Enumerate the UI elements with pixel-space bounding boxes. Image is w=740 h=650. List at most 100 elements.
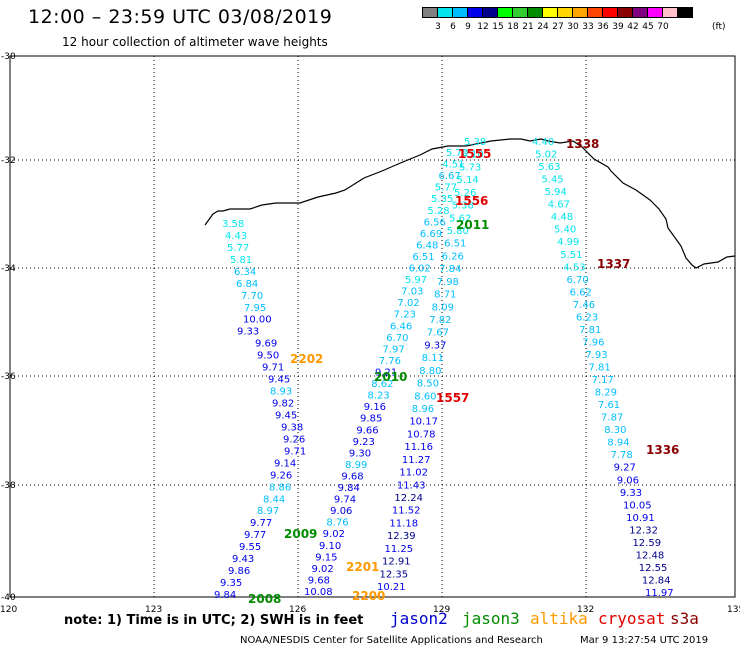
wave-height-value: 9.69	[255, 339, 277, 350]
longitude-labels: 120 123 126 129 132 135	[0, 605, 740, 615]
color-scale-tick: 18	[507, 22, 519, 32]
page-title: 12:00 – 23:59 UTC 03/08/2019	[28, 6, 333, 28]
color-swatch	[557, 7, 573, 18]
wave-height-value: 6.48	[416, 240, 438, 251]
wave-height-value: 8.09	[432, 302, 454, 313]
wave-height-value: 11.27	[402, 455, 431, 466]
wave-height-value: 6.69	[420, 229, 442, 240]
wave-height-value: 9.15	[315, 552, 337, 563]
latitude-label: -40	[1, 593, 16, 603]
longitude-label: 135	[727, 605, 740, 615]
wave-height-value: 11.43	[397, 480, 426, 491]
wave-height-value: 9.71	[262, 363, 284, 374]
color-scale-tick: 39	[612, 22, 624, 32]
wave-height-value: 5.45	[541, 175, 563, 186]
wave-height-value: 7.98	[437, 277, 459, 288]
wave-height-value: 9.77	[244, 530, 266, 541]
wave-height-value: 10.08	[304, 587, 333, 598]
wave-height-value: 5.38	[464, 137, 486, 148]
wave-height-value: 5.73	[459, 162, 481, 173]
wave-height-value: 3.58	[222, 219, 244, 230]
wave-height-value: 6.84	[236, 279, 258, 290]
wave-height-value: 7.23	[394, 310, 416, 321]
wave-height-value: 11.02	[399, 468, 428, 479]
wave-height-value: 5.28	[427, 206, 449, 217]
wave-height-value: 9.82	[272, 399, 294, 410]
wave-height-value: 9.84	[338, 483, 360, 494]
wave-height-value: 6.46	[390, 321, 412, 332]
wave-height-value: 4.48	[551, 212, 573, 223]
satellite-legend-item: jason2	[390, 609, 448, 628]
wave-height-value: 9.86	[228, 566, 250, 577]
wave-height-value: 4.99	[557, 237, 579, 248]
pass-labels: 1555 1556 1557 1338 1337 1336 2011 2010 2009 2008…	[248, 137, 679, 606]
wave-height-value: 7.93	[585, 350, 607, 361]
wave-height-value: 9.33	[620, 488, 642, 499]
wave-height-value: 10.17	[409, 417, 438, 428]
pass-label: 1336	[646, 443, 679, 457]
wave-height-value: 7.02	[397, 298, 419, 309]
color-scale-tick: 24	[537, 22, 549, 32]
wave-height-value: 12.55	[639, 563, 668, 574]
wave-height-value: 8.50	[417, 379, 439, 390]
wave-height-value: 8.44	[263, 494, 285, 505]
wave-height-value: 8.96	[412, 404, 434, 415]
generated-timestamp: Mar 9 13:27:54 UTC 2019	[580, 635, 709, 646]
pass-label: 2010	[374, 370, 407, 384]
longitude-label: 126	[289, 605, 306, 615]
wave-height-value: 5.63	[538, 162, 560, 173]
wave-height-value: 9.84	[214, 590, 236, 601]
wave-height-value: 8.99	[345, 460, 367, 471]
color-scale-tick: 33	[582, 22, 594, 32]
wave-height-value: 9.26	[283, 434, 305, 445]
wave-height-value: 7.70	[241, 291, 263, 302]
wave-height-value: 7.78	[610, 450, 632, 461]
wave-height-value: 12.48	[636, 550, 665, 561]
wave-height-value: 7.03	[401, 287, 423, 298]
color-scale-tick: 70	[657, 22, 669, 32]
wave-height-value: 12.91	[382, 557, 411, 568]
wave-height-value: 9.02	[323, 529, 345, 540]
pass-label: 2202	[290, 352, 323, 366]
wave-height-value: 6.70	[386, 333, 408, 344]
wave-height-value: 4.53	[563, 262, 585, 273]
footer-note: note: 1) Time is in UTC; 2) SWH is in fe…	[64, 613, 364, 628]
page-subtitle: 12 hour collection of altimeter wave hei…	[62, 35, 328, 49]
altimeter-tracks: 3.584.435.775.816.346.847.707.9510.009.3…	[214, 137, 674, 601]
wave-height-value: 10.78	[407, 429, 436, 440]
wave-height-value: 8.71	[434, 290, 456, 301]
pass-label: 2011	[456, 218, 489, 232]
wave-height-value: 4.40	[532, 137, 554, 148]
wave-height-value: 6.02	[409, 264, 431, 275]
satellite-legend-item: jason3	[462, 609, 520, 628]
wave-height-value: 5.62	[449, 213, 471, 224]
wave-height-value: 9.66	[356, 425, 378, 436]
wave-height-value: 8.60	[414, 391, 436, 402]
wave-height-value: 7.81	[589, 363, 611, 374]
wave-height-value: 12.35	[379, 569, 408, 580]
pass-label: 1557	[436, 391, 469, 405]
wave-height-value: 9.50	[257, 351, 279, 362]
color-swatch	[422, 7, 438, 18]
color-swatch	[677, 7, 693, 18]
wave-height-value: 7.84	[439, 264, 461, 275]
wave-height-value: 5.77	[227, 243, 249, 254]
graticule	[10, 56, 735, 597]
latitude-label: -34	[1, 264, 16, 274]
wave-height-value: 9.35	[220, 578, 242, 589]
color-swatch	[647, 7, 663, 18]
wave-height-value: 8.94	[607, 438, 629, 449]
pass-label: 2008	[248, 592, 281, 606]
credit-text: NOAA/NESDIS Center for Satellite Applica…	[240, 635, 543, 646]
wave-height-value: 9.02	[311, 564, 333, 575]
wave-height-value: 8.29	[595, 388, 617, 399]
wave-height-value: 7.81	[579, 325, 601, 336]
wave-height-value: 5.77	[435, 183, 457, 194]
color-scale-tick: 3	[435, 22, 441, 32]
wave-height-value: 9.27	[614, 463, 636, 474]
wave-height-value: 7.17	[592, 375, 614, 386]
wave-height-value: 8.23	[368, 391, 390, 402]
wave-height-value: 7.96	[582, 337, 604, 348]
wave-height-value: 6.51	[412, 252, 434, 263]
